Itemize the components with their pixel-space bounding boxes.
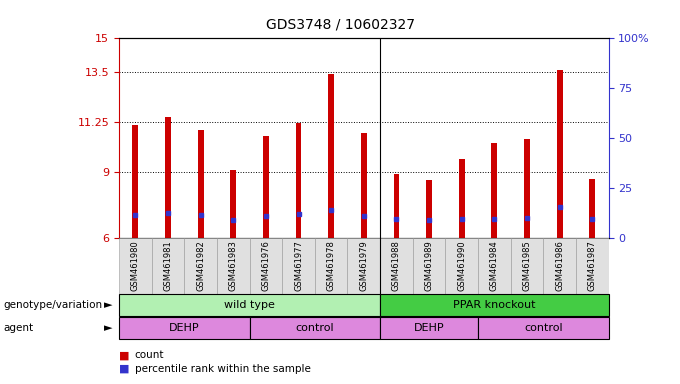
Bar (478, 317, 609, 339)
Bar (282, 238, 315, 294)
Text: GSM461988: GSM461988 (392, 240, 401, 291)
Text: ■: ■ (119, 364, 129, 374)
Text: GSM461983: GSM461983 (228, 240, 238, 291)
Bar (119, 317, 250, 339)
Text: wild type: wild type (224, 300, 275, 310)
Bar (478, 238, 511, 294)
Text: GSM461989: GSM461989 (424, 240, 434, 291)
Bar (361, 133, 367, 238)
Bar (380, 294, 609, 316)
Text: percentile rank within the sample: percentile rank within the sample (135, 364, 311, 374)
Text: ►: ► (103, 300, 112, 310)
Bar (133, 125, 138, 238)
Bar (315, 238, 347, 294)
Text: DEHP: DEHP (169, 323, 200, 333)
Bar (250, 317, 380, 339)
Text: GSM461982: GSM461982 (196, 240, 205, 291)
Bar (380, 317, 478, 339)
Text: GSM461981: GSM461981 (163, 240, 173, 291)
Text: count: count (135, 350, 164, 360)
Bar (184, 238, 217, 294)
Bar (492, 143, 497, 238)
Text: GSM461990: GSM461990 (457, 240, 466, 291)
Bar (524, 139, 530, 238)
Text: GSM461978: GSM461978 (326, 240, 336, 291)
Text: GSM461980: GSM461980 (131, 240, 140, 291)
Bar (557, 70, 562, 238)
Text: agent: agent (3, 323, 33, 333)
Bar (296, 123, 301, 238)
Text: ►: ► (103, 323, 112, 333)
Text: control: control (524, 323, 562, 333)
Text: GDS3748 / 10602327: GDS3748 / 10602327 (265, 17, 415, 31)
Bar (152, 238, 184, 294)
Bar (119, 238, 152, 294)
Text: GSM461985: GSM461985 (522, 240, 532, 291)
Text: GSM461979: GSM461979 (359, 240, 369, 291)
Bar (576, 238, 609, 294)
Text: GSM461987: GSM461987 (588, 240, 597, 291)
Bar (511, 238, 543, 294)
Bar (263, 136, 269, 238)
Text: ■: ■ (119, 350, 129, 360)
Bar (119, 294, 380, 316)
Bar (380, 238, 413, 294)
Text: genotype/variation: genotype/variation (3, 300, 103, 310)
Bar (413, 238, 445, 294)
Text: GSM461976: GSM461976 (261, 240, 271, 291)
Bar (543, 238, 576, 294)
Bar (347, 238, 380, 294)
Bar (445, 238, 478, 294)
Text: DEHP: DEHP (413, 323, 445, 333)
Bar (250, 238, 282, 294)
Text: GSM461977: GSM461977 (294, 240, 303, 291)
Bar (590, 179, 595, 238)
Bar (328, 74, 334, 238)
Bar (217, 238, 250, 294)
Text: PPAR knockout: PPAR knockout (453, 300, 536, 310)
Text: GSM461986: GSM461986 (555, 240, 564, 291)
Bar (165, 117, 171, 238)
Bar (231, 170, 236, 238)
Bar (198, 130, 203, 238)
Text: control: control (296, 323, 334, 333)
Text: GSM461984: GSM461984 (490, 240, 499, 291)
Bar (426, 180, 432, 238)
Bar (459, 159, 464, 238)
Bar (394, 174, 399, 238)
